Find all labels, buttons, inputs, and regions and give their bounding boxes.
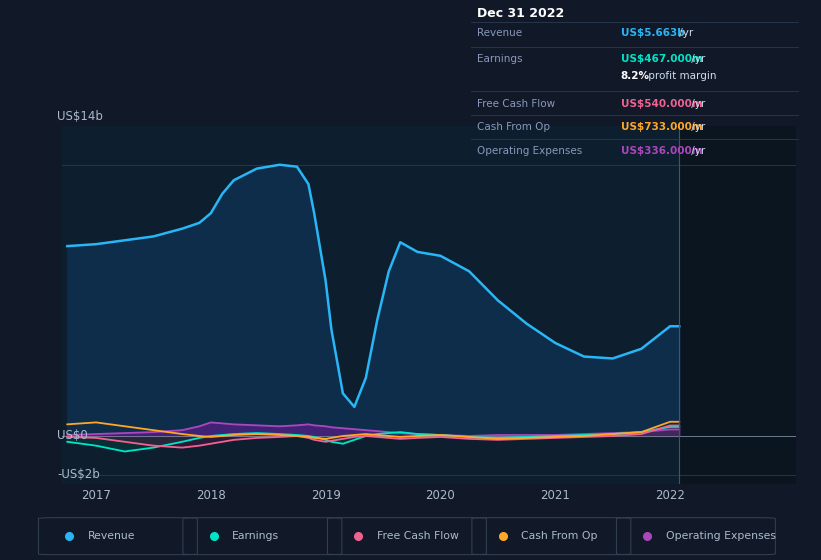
Text: US$0: US$0	[57, 430, 88, 442]
Text: US$14b: US$14b	[57, 110, 103, 123]
Text: Operating Expenses: Operating Expenses	[666, 531, 776, 541]
Text: Free Cash Flow: Free Cash Flow	[377, 531, 458, 541]
Text: /yr: /yr	[688, 122, 705, 132]
Text: US$336.000m: US$336.000m	[621, 147, 702, 156]
Text: Dec 31 2022: Dec 31 2022	[478, 7, 565, 20]
Bar	[679, 126, 796, 484]
Text: profit margin: profit margin	[645, 71, 717, 81]
Text: Revenue: Revenue	[88, 531, 135, 541]
Text: 8.2%: 8.2%	[621, 71, 649, 81]
Text: /yr: /yr	[676, 29, 693, 38]
Text: Cash From Op: Cash From Op	[478, 122, 551, 132]
Text: US$467.000m: US$467.000m	[621, 54, 703, 64]
Text: -US$2b: -US$2b	[57, 468, 100, 481]
Text: US$733.000m: US$733.000m	[621, 122, 702, 132]
Text: Revenue: Revenue	[478, 29, 523, 38]
Text: /yr: /yr	[688, 99, 705, 109]
Text: Operating Expenses: Operating Expenses	[478, 147, 583, 156]
Text: US$540.000m: US$540.000m	[621, 99, 702, 109]
Text: US$5.663b: US$5.663b	[621, 29, 685, 38]
Text: Free Cash Flow: Free Cash Flow	[478, 99, 556, 109]
Text: Earnings: Earnings	[232, 531, 279, 541]
Text: /yr: /yr	[688, 147, 705, 156]
Text: Cash From Op: Cash From Op	[521, 531, 598, 541]
Text: Earnings: Earnings	[478, 54, 523, 64]
Text: /yr: /yr	[688, 54, 705, 64]
